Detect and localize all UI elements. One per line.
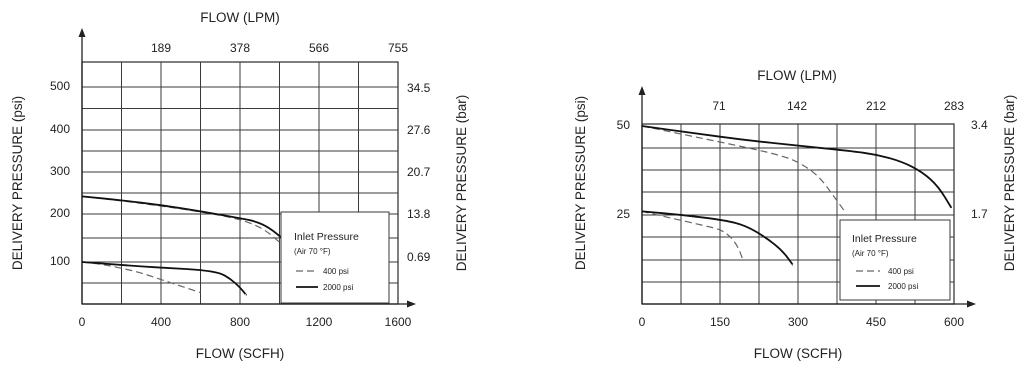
y-tick-label: 500: [50, 79, 70, 93]
y-axis-arrow: [638, 86, 646, 95]
legend-box: [280, 211, 390, 304]
curves: [81, 195, 284, 296]
legend-entry-label: 2000 psi: [323, 283, 353, 292]
series-line-2000-psi: [81, 195, 284, 240]
legend-title: Inlet Pressure: [294, 231, 359, 243]
right-tick-label: 1.7: [971, 207, 988, 221]
chart-left: FLOW (LPM) 189 378 566 755 0 400 800 120…: [10, 10, 469, 361]
top-tick-label: 378: [230, 41, 250, 55]
y-axis-label: DELIVERY PRESSURE (psi): [10, 96, 25, 270]
legend: Inlet Pressure (Air 70 °F) 400 psi 2000 …: [280, 211, 390, 304]
y-tick-label: 200: [50, 206, 70, 220]
top-axis-label: FLOW (LPM): [200, 10, 280, 25]
legend-entry-label: 400 psi: [888, 267, 914, 276]
x-tick-label: 450: [866, 315, 886, 329]
x-tick-label: 0: [79, 315, 86, 329]
series-line-400-psi: [641, 210, 744, 262]
x-tick-label: 600: [944, 315, 964, 329]
y-axis-arrow: [78, 28, 86, 37]
series-line-2000-psi: [81, 261, 247, 296]
top-tick-label: 283: [944, 99, 964, 113]
legend-entry-label: 400 psi: [323, 267, 349, 276]
legend-entry-label: 2000 psi: [888, 282, 918, 291]
x-tick-label: 300: [788, 315, 808, 329]
top-tick-label: 71: [712, 99, 726, 113]
x-tick-label: 400: [151, 315, 171, 329]
y-tick-label: 25: [617, 207, 631, 221]
right-tick-label: 34.5: [407, 81, 431, 95]
series-line-2000-psi: [641, 210, 794, 266]
right-tick-label: 13.8: [407, 207, 431, 221]
chart-right: FLOW (LPM) 71 142 212 283 0 150 300 450 …: [573, 68, 1017, 361]
top-tick-label: 189: [151, 41, 171, 55]
y-tick-label: 400: [50, 122, 70, 136]
y-axis-label: DELIVERY PRESSURE (psi): [573, 96, 588, 270]
right-tick-label: 3.4: [971, 118, 988, 132]
x-axis-label: FLOW (SCFH): [754, 346, 843, 361]
x-tick-label: 1200: [306, 315, 333, 329]
x-axis-arrow: [967, 300, 976, 308]
y-tick-label: 100: [50, 254, 70, 268]
top-axis-label: FLOW (LPM): [757, 68, 837, 83]
top-tick-label: 142: [787, 99, 807, 113]
curves: [641, 125, 953, 266]
x-tick-label: 1600: [385, 315, 412, 329]
top-tick-label: 566: [309, 41, 329, 55]
top-tick-label: 755: [388, 41, 408, 55]
right-tick-label: 20.7: [407, 165, 431, 179]
x-axis-label: FLOW (SCFH): [196, 346, 285, 361]
right-tick-label: 0.69: [407, 250, 431, 264]
x-axis-arrow: [407, 300, 416, 308]
right-axis-label: DELIVERY PRESSURE (bar): [454, 95, 469, 272]
x-tick-label: 150: [710, 315, 730, 329]
legend: Inlet Pressure (Air 70 °F) 400 psi 2000 …: [839, 219, 951, 301]
series-line-2000-psi: [641, 125, 953, 209]
x-tick-label: 0: [639, 315, 646, 329]
series-line-400-psi: [641, 125, 846, 212]
y-tick-label: 50: [617, 118, 631, 132]
y-tick-label: 300: [50, 164, 70, 178]
right-tick-label: 27.6: [407, 123, 431, 137]
top-tick-label: 212: [866, 99, 886, 113]
x-tick-label: 800: [230, 315, 250, 329]
legend-subtitle: (Air 70 °F): [294, 247, 331, 256]
legend-title: Inlet Pressure: [852, 233, 917, 245]
right-axis-label: DELIVERY PRESSURE (bar): [1002, 95, 1017, 272]
legend-subtitle: (Air 70 °F): [852, 249, 889, 258]
